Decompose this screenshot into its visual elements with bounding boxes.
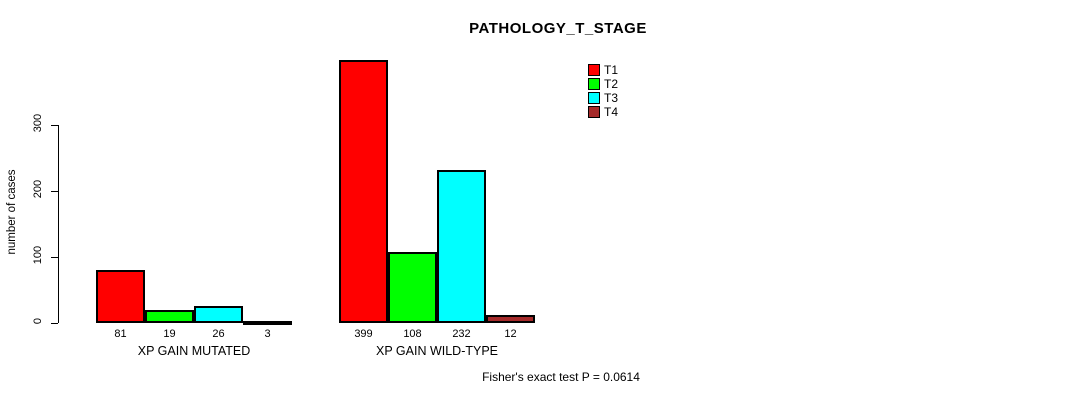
bar-t2-xp-gain-mutated	[145, 310, 194, 323]
legend-swatch-t1	[588, 64, 600, 76]
bar-t1-xp-gain-mutated	[96, 270, 145, 323]
bar-value-label: 3	[264, 328, 271, 340]
legend-swatch-t3	[588, 92, 600, 104]
bar-value-label: 232	[452, 328, 471, 340]
y-axis-tick	[51, 191, 58, 192]
legend-swatch-t4	[588, 106, 600, 118]
y-axis-line	[58, 125, 59, 323]
bar-value-label: 26	[212, 328, 225, 340]
y-axis-tick-label: 200	[32, 179, 44, 199]
bar-value-label: 81	[114, 328, 127, 340]
legend-item-t3: T3	[588, 91, 618, 105]
legend-item-label: T2	[604, 77, 619, 91]
y-axis-tick	[51, 257, 58, 258]
group-label-xp-gain-wild-type: XP GAIN WILD-TYPE	[375, 344, 499, 358]
bar-t4-xp-gain-wild-type	[486, 315, 535, 323]
legend-item-t4: T4	[588, 105, 618, 119]
y-axis-tick-label: 100	[32, 245, 44, 265]
bar-value-label: 12	[504, 328, 517, 340]
legend-swatch-t2	[588, 78, 600, 90]
legend-item-label: T4	[604, 105, 619, 119]
bar-value-label: 399	[354, 328, 373, 340]
bar-t2-xp-gain-wild-type	[388, 252, 437, 323]
fisher-test-annotation: Fisher's exact test P = 0.0614	[482, 370, 640, 384]
y-axis-tick	[51, 323, 58, 324]
legend-item-t2: T2	[588, 77, 618, 91]
y-axis-tick-label: 300	[32, 113, 44, 133]
legend-item-label: T3	[604, 91, 619, 105]
bar-value-label: 108	[403, 328, 422, 340]
bar-t3-xp-gain-mutated	[194, 306, 243, 323]
legend-item-t1: T1	[588, 63, 618, 77]
chart-title: PATHOLOGY_T_STAGE	[469, 20, 647, 37]
bar-t1-xp-gain-wild-type	[339, 60, 388, 323]
bar-value-label: 19	[163, 328, 176, 340]
group-label-xp-gain-mutated: XP GAIN MUTATED	[137, 344, 251, 358]
y-axis-title: number of cases	[6, 169, 18, 255]
y-axis-tick-label: 0	[32, 317, 44, 325]
bar-t4-xp-gain-mutated	[243, 321, 292, 325]
legend-item-label: T1	[604, 63, 619, 77]
legend: T1 T2 T3 T4	[588, 63, 618, 119]
bar-t3-xp-gain-wild-type	[437, 170, 486, 323]
y-axis-tick	[51, 125, 58, 126]
